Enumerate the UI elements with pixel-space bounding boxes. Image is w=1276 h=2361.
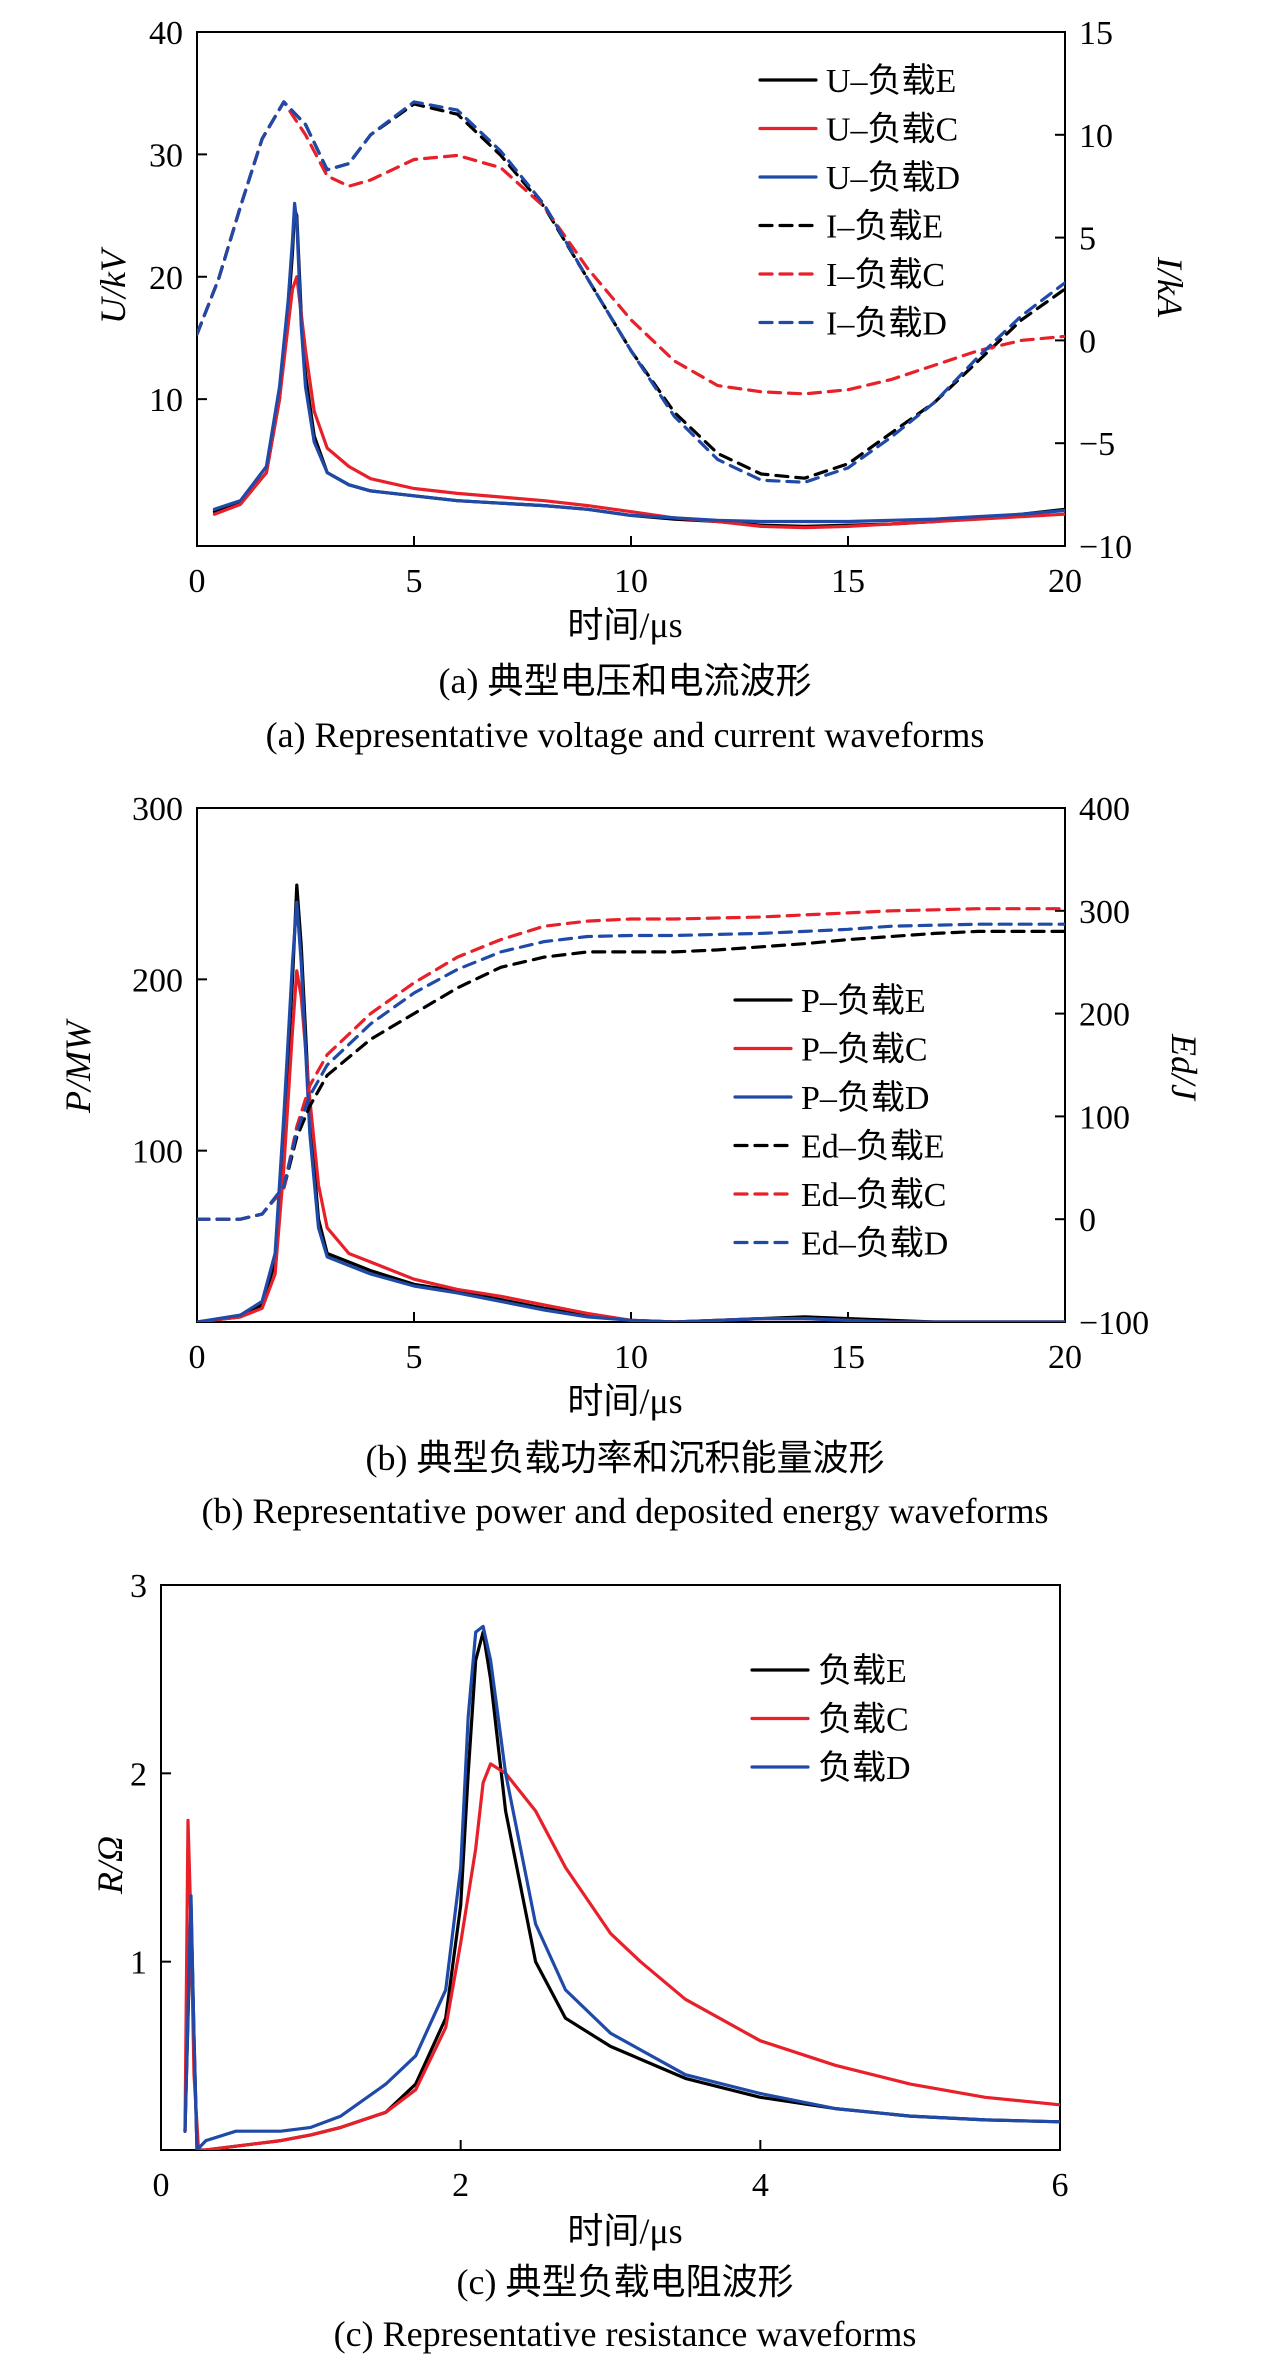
series-line-a-2 — [212, 201, 1065, 524]
chart-panel-a: 0 5 10 15 2010203040−10−5051015U–负载EU–负载CU–负… — [93, 15, 1190, 755]
y-right-tick-label-b: −100 — [1079, 1305, 1149, 1342]
legend-label-c-0: 负载E — [818, 1652, 907, 1690]
caption-cn-c: (c) 典型负载电阻波形 — [457, 2262, 794, 2302]
y-left-tick-label-c: 1 — [130, 1945, 147, 1982]
x-tick-label-b: 5 — [406, 1339, 423, 1376]
legend-label-a-0: U–负载E — [826, 62, 956, 100]
x-axis-label-c: 时间/μs — [567, 2211, 682, 2251]
legend-label-a-5: I–负载D — [826, 305, 947, 343]
caption-en-b: (b) Representative power and deposited e… — [201, 1491, 1048, 1531]
x-tick-label-b: 20 — [1048, 1339, 1082, 1376]
series-line-c-2 — [183, 1624, 1060, 2150]
x-axis-label-b: 时间/μs — [567, 1381, 682, 1421]
legend-label-b-4: Ed–负载C — [801, 1176, 946, 1214]
y-axis-right-label-a: I/kA — [1150, 256, 1190, 318]
y-left-tick-label-a: 20 — [149, 260, 183, 297]
y-left-tick-label-b: 200 — [132, 962, 183, 999]
legend-c: 负载E 负载C 负载D — [750, 1652, 911, 1787]
y-right-tick-label-b: 200 — [1079, 997, 1130, 1034]
legend-label-b-0: P–负载E — [801, 982, 926, 1020]
chart-panel-b: 0 5 10 15 20100200300−1000100200300400P–负载EP… — [58, 791, 1204, 1531]
legend-label-a-3: I–负载E — [826, 208, 943, 246]
x-tick-label-b: 10 — [614, 1339, 648, 1376]
y-right-tick-label-a: 0 — [1079, 323, 1096, 360]
caption-en-a: (a) Representative voltage and current w… — [266, 715, 985, 755]
legend-label-a-1: U–负载C — [826, 111, 958, 149]
y-axis-left-label-a: U/kV — [93, 246, 133, 324]
y-left-tick-label-a: 10 — [149, 382, 183, 419]
y-left-tick-label-b: 300 — [132, 791, 183, 828]
x-tick-label-a: 10 — [614, 563, 648, 600]
caption-en-c: (c) Representative resistance waveforms — [334, 2314, 917, 2354]
legend-label-b-3: Ed–负载E — [801, 1128, 945, 1166]
x-tick-label-a: 20 — [1048, 563, 1082, 600]
y-axis-left-label-b: P/MW — [58, 1018, 98, 1114]
y-left-tick-label-c: 2 — [130, 1756, 147, 1793]
x-tick-label-c: 4 — [752, 2167, 769, 2204]
y-axis-right-label-b: Ed/J — [1164, 1033, 1204, 1102]
legend-label-c-2: 负载D — [818, 1749, 911, 1787]
x-axis-label-a: 时间/μs — [567, 605, 682, 645]
plot-frame-c — [160, 1584, 1061, 2151]
legend-label-a-2: U–负载D — [826, 159, 960, 197]
y-left-tick-label-a: 40 — [149, 15, 183, 52]
series-line-b-2 — [197, 900, 1065, 1322]
y-right-tick-label-a: −10 — [1079, 529, 1132, 566]
y-right-tick-label-a: 15 — [1079, 15, 1113, 52]
y-right-tick-label-b: 400 — [1079, 791, 1130, 828]
x-tick-label-c: 2 — [452, 2167, 469, 2204]
x-tick-label-c: 6 — [1052, 2167, 1069, 2204]
y-left-tick-label-c: 3 — [130, 1568, 147, 1605]
x-tick-label-a: 0 — [189, 563, 206, 600]
legend-label-c-1: 负载C — [818, 1701, 909, 1739]
y-right-tick-label-b: 100 — [1079, 1099, 1130, 1136]
y-right-tick-label-a: −5 — [1079, 426, 1115, 463]
y-right-tick-label-a: 10 — [1079, 118, 1113, 155]
y-right-tick-label-b: 0 — [1079, 1202, 1096, 1239]
caption-cn-b: (b) 典型负载功率和沉积能量波形 — [366, 1438, 885, 1478]
legend-label-b-5: Ed–负载D — [801, 1225, 948, 1263]
legend-a: U–负载E U–负载C U–负载D I–负载E I–负载C I–负载D — [758, 62, 960, 343]
x-tick-label-a: 5 — [406, 563, 423, 600]
legend-label-a-4: I–负载C — [826, 256, 945, 294]
y-left-tick-label-a: 30 — [149, 137, 183, 174]
y-right-tick-label-b: 300 — [1079, 894, 1130, 931]
x-tick-label-a: 15 — [831, 563, 865, 600]
y-left-tick-label-b: 100 — [132, 1134, 183, 1171]
series-line-a-1 — [212, 275, 1065, 530]
y-right-tick-label-a: 5 — [1079, 221, 1096, 258]
series-line-a-5 — [197, 100, 1065, 484]
legend-label-b-2: P–负载D — [801, 1079, 929, 1117]
x-tick-label-c: 0 — [153, 2167, 170, 2204]
x-tick-label-b: 0 — [189, 1339, 206, 1376]
series-line-c-1 — [183, 1762, 1060, 2150]
legend-label-b-1: P–负载C — [801, 1031, 928, 1069]
series-line-b-5 — [197, 922, 1065, 1221]
y-axis-left-label-c: R/Ω — [90, 1836, 130, 1895]
legend-b: P–负载E P–负载C P–负载D Ed–负载E Ed–负载C Ed–负载D — [733, 982, 948, 1263]
caption-cn-a: (a) 典型电压和电流波形 — [439, 661, 812, 701]
x-tick-label-b: 15 — [831, 1339, 865, 1376]
